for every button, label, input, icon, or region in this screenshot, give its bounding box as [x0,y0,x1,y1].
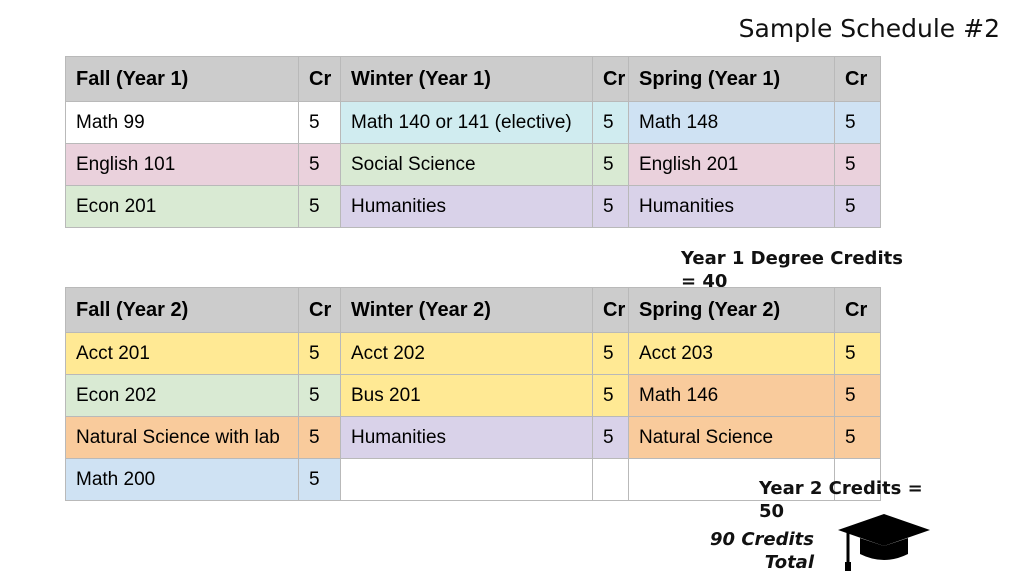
header-spring-year2: Spring (Year 2) [628,287,835,333]
table-header-row: Fall (Year 2) Cr Winter (Year 2) Cr Spri… [65,287,881,333]
table-row: Econ 201 5 Humanities 5 Humanities 5 [65,185,881,228]
course-cell: Econ 201 [65,185,299,228]
credit-cell: 5 [298,101,341,144]
header-credits: Cr [592,287,629,333]
credit-cell: 5 [592,143,629,186]
table-header-row: Fall (Year 1) Cr Winter (Year 1) Cr Spri… [65,56,881,102]
credit-cell: 5 [592,374,629,417]
header-credits: Cr [592,56,629,102]
credit-cell: 5 [298,332,341,375]
course-cell: Natural Science with lab [65,416,299,459]
credit-cell: 5 [834,143,881,186]
page-title: Sample Schedule #2 [738,14,1000,43]
credit-cell: 5 [834,101,881,144]
table-row: Econ 202 5 Bus 201 5 Math 146 5 [65,374,881,417]
course-cell: English 201 [628,143,835,186]
graduation-cap-icon [838,514,930,571]
credit-cell [592,458,629,501]
credit-cell: 5 [298,374,341,417]
course-cell [628,458,835,501]
table-row: Acct 201 5 Acct 202 5 Acct 203 5 [65,332,881,375]
credit-cell: 5 [834,332,881,375]
course-cell: Natural Science [628,416,835,459]
year1-credits-note: Year 1 Degree Credits = 40 [681,248,903,292]
course-cell: Humanities [628,185,835,228]
course-cell: Math 140 or 141 (elective) [340,101,593,144]
header-credits: Cr [834,287,881,333]
course-cell: Math 200 [65,458,299,501]
credit-cell: 5 [592,185,629,228]
year2-credits-note: Year 2 Credits = 50 [759,478,923,522]
course-cell: Math 148 [628,101,835,144]
course-cell: Acct 203 [628,332,835,375]
table-row: Math 99 5 Math 140 or 141 (elective) 5 Math … [65,101,881,144]
header-credits: Cr [834,56,881,102]
course-cell: Acct 202 [340,332,593,375]
course-cell: Acct 201 [65,332,299,375]
total-credits-note: 90 Credits Total [710,529,814,573]
header-credits: Cr [298,287,341,333]
table-row: Math 200 5 [65,458,881,501]
course-cell: Econ 202 [65,374,299,417]
table-row: Natural Science with lab 5 Humanities 5 Natu… [65,416,881,459]
course-cell: Bus 201 [340,374,593,417]
credit-cell: 5 [298,185,341,228]
course-cell: Social Science [340,143,593,186]
credit-cell: 5 [298,143,341,186]
credit-cell [834,458,881,501]
course-cell: Humanities [340,416,593,459]
header-fall-year1: Fall (Year 1) [65,56,299,102]
header-winter-year2: Winter (Year 2) [340,287,593,333]
course-cell: Math 99 [65,101,299,144]
credit-cell: 5 [834,416,881,459]
table-row: English 101 5 Social Science 5 English 201 5 [65,143,881,186]
header-fall-year2: Fall (Year 2) [65,287,299,333]
credit-cell: 5 [834,374,881,417]
credit-cell: 5 [834,185,881,228]
course-cell [340,458,593,501]
year2-schedule-table: Fall (Year 2) Cr Winter (Year 2) Cr Spri… [65,287,881,501]
header-spring-year1: Spring (Year 1) [628,56,835,102]
credit-cell: 5 [592,332,629,375]
credit-cell: 5 [298,416,341,459]
course-cell: Math 146 [628,374,835,417]
credit-cell: 5 [298,458,341,501]
course-cell: English 101 [65,143,299,186]
year1-schedule-table: Fall (Year 1) Cr Winter (Year 1) Cr Spri… [65,56,881,228]
credit-cell: 5 [592,416,629,459]
course-cell: Humanities [340,185,593,228]
credit-cell: 5 [592,101,629,144]
header-winter-year1: Winter (Year 1) [340,56,593,102]
header-credits: Cr [298,56,341,102]
